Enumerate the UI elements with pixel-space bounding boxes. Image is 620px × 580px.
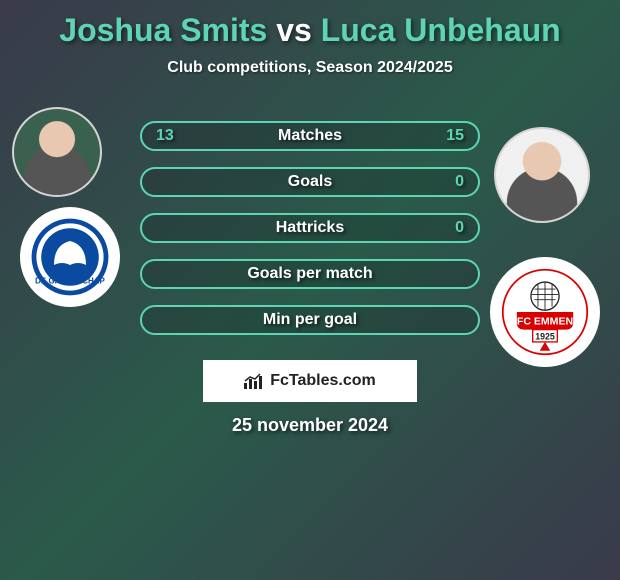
date-label: 25 november 2024 bbox=[0, 415, 620, 436]
stats-list: 13 Matches 15 0 Goals 0 0 Hattricks 0 Go… bbox=[140, 121, 480, 335]
club-logo-player2: FC EMMEN 1925 bbox=[490, 257, 600, 367]
title-player1: Joshua Smits bbox=[59, 12, 267, 48]
svg-text:DE GRAAFSCHAP: DE GRAAFSCHAP bbox=[35, 276, 105, 285]
portrait-player2 bbox=[496, 129, 588, 221]
stat-label: Min per goal bbox=[142, 311, 478, 329]
stat-right-value: 0 bbox=[455, 219, 464, 237]
club-logo-player1: DE GRAAFSCHAP bbox=[20, 207, 120, 307]
stat-label: Goals bbox=[142, 173, 478, 191]
stat-row: 13 Matches 15 bbox=[140, 121, 480, 151]
stat-row: Min per goal bbox=[140, 305, 480, 335]
stat-row: 0 Goals 0 bbox=[140, 167, 480, 197]
stat-row: 0 Hattricks 0 bbox=[140, 213, 480, 243]
branding-badge: FcTables.com bbox=[203, 360, 417, 402]
stat-left-value: 13 bbox=[156, 127, 174, 145]
stat-right-value: 0 bbox=[455, 173, 464, 191]
chart-icon bbox=[244, 373, 264, 389]
portrait-player1 bbox=[14, 109, 100, 195]
svg-text:FC EMMEN: FC EMMEN bbox=[517, 315, 573, 327]
de-graafschap-logo-icon: DE GRAAFSCHAP bbox=[30, 217, 110, 297]
title-player2: Luca Unbehaun bbox=[321, 12, 561, 48]
stat-label: Goals per match bbox=[142, 265, 478, 283]
avatar-player2 bbox=[494, 127, 590, 223]
fc-emmen-logo-icon: FC EMMEN 1925 bbox=[501, 268, 589, 356]
svg-text:1925: 1925 bbox=[535, 331, 555, 341]
stat-label: Matches bbox=[142, 127, 478, 145]
subtitle: Club competitions, Season 2024/2025 bbox=[0, 59, 620, 77]
stat-label: Hattricks bbox=[142, 219, 478, 237]
stat-right-value: 15 bbox=[446, 127, 464, 145]
page-title: Joshua Smits vs Luca Unbehaun bbox=[0, 0, 620, 49]
stat-row: Goals per match bbox=[140, 259, 480, 289]
avatar-player1 bbox=[12, 107, 102, 197]
branding-text: FcTables.com bbox=[270, 372, 376, 390]
title-vs: vs bbox=[276, 12, 312, 48]
